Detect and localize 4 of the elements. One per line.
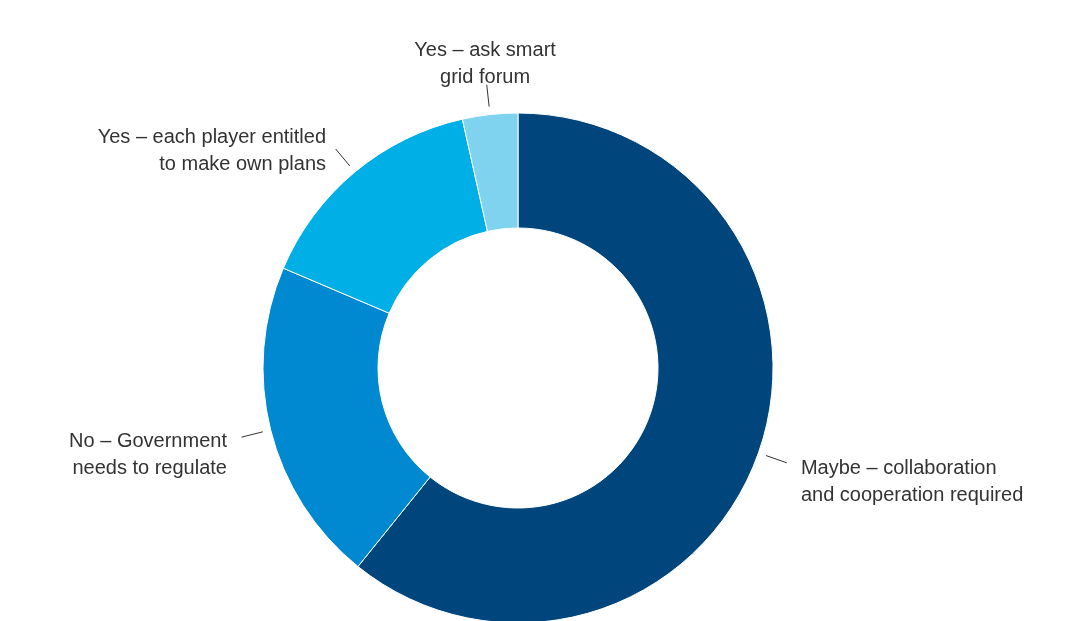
slice-label: Maybe – collaboration and cooperation required [800, 455, 1024, 505]
slice-label: Yes – each player entitled to make own plans [97, 125, 327, 175]
slice-label: No – Government needs to regulate [69, 428, 228, 478]
slice-label: Yes – ask smart grid forum [414, 37, 557, 87]
